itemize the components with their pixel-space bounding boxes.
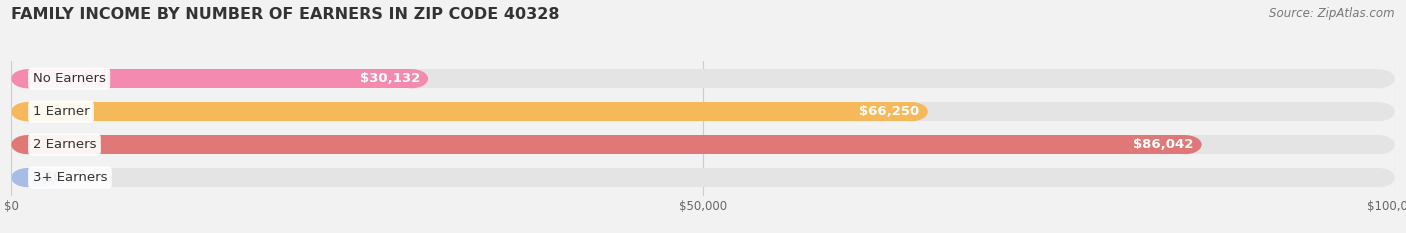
Bar (28, 69, 412, 88)
Text: 3+ Earners: 3+ Earners (32, 171, 107, 184)
Ellipse shape (28, 168, 60, 187)
Ellipse shape (1362, 69, 1395, 88)
Ellipse shape (1168, 135, 1202, 154)
Ellipse shape (1362, 135, 1395, 154)
Ellipse shape (894, 102, 928, 121)
Bar (28, 168, 44, 187)
Bar (28, 102, 911, 121)
Ellipse shape (11, 135, 44, 154)
Text: $66,250: $66,250 (859, 105, 920, 118)
Ellipse shape (11, 69, 44, 88)
Text: $0: $0 (44, 171, 63, 184)
Bar (28, 135, 1185, 154)
Ellipse shape (1362, 102, 1395, 121)
Text: Source: ZipAtlas.com: Source: ZipAtlas.com (1270, 7, 1395, 20)
Ellipse shape (11, 168, 44, 187)
Text: 1 Earner: 1 Earner (32, 105, 90, 118)
Bar (28, 135, 1378, 154)
Text: $30,132: $30,132 (360, 72, 420, 85)
Text: FAMILY INCOME BY NUMBER OF EARNERS IN ZIP CODE 40328: FAMILY INCOME BY NUMBER OF EARNERS IN ZI… (11, 7, 560, 22)
Ellipse shape (11, 69, 44, 88)
Ellipse shape (11, 102, 44, 121)
Bar (28, 102, 1378, 121)
Text: 2 Earners: 2 Earners (32, 138, 96, 151)
Ellipse shape (11, 102, 44, 121)
Bar (28, 69, 1378, 88)
Text: $86,042: $86,042 (1133, 138, 1194, 151)
Bar (28, 168, 1378, 187)
Ellipse shape (395, 69, 427, 88)
Ellipse shape (1362, 168, 1395, 187)
Ellipse shape (11, 168, 44, 187)
Ellipse shape (11, 135, 44, 154)
Text: No Earners: No Earners (32, 72, 105, 85)
